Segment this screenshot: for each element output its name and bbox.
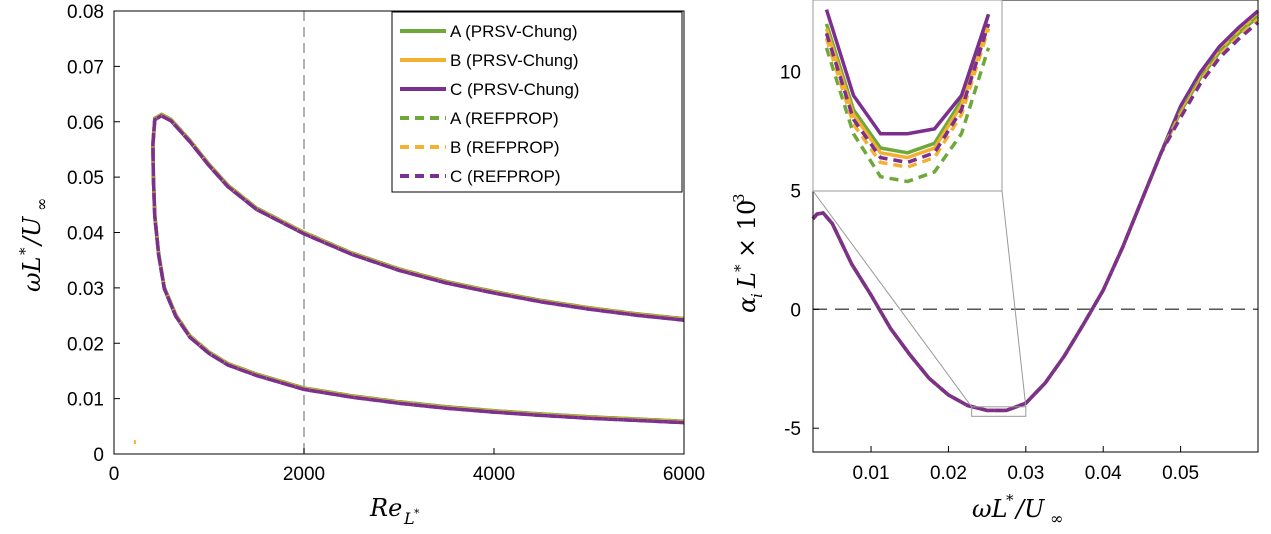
svg-text:*: * — [731, 264, 749, 272]
svg-text:L: L — [733, 272, 761, 289]
y-tick-label: 5 — [790, 181, 801, 202]
legend: A (PRSV-Chung) B (PRSV-Chung) C (PRSV-Chun… — [391, 11, 683, 193]
legend-label: A (REFPROP) — [450, 109, 559, 128]
zoom-inset — [812, 0, 1027, 417]
inset-connector-line — [812, 190, 973, 408]
x-tick-label: 0 — [109, 464, 120, 485]
inset-c-refprop-line — [824, 23, 991, 165]
legend-label: B (REFPROP) — [450, 138, 560, 157]
x-tick-label: 0.01 — [853, 463, 890, 484]
y-tick-label: 0.06 — [67, 113, 104, 134]
legend-label: A (PRSV-Chung) — [450, 22, 578, 41]
legend-label: B (PRSV-Chung) — [450, 51, 579, 70]
svg-text:/U: /U — [1014, 495, 1045, 523]
y-tick-label: 0.08 — [67, 2, 104, 23]
y-tick-label: 0.05 — [67, 168, 104, 189]
y-tick-label: 10 — [780, 62, 801, 83]
svg-text:*: * — [1006, 491, 1014, 509]
svg-text:∞: ∞ — [1050, 509, 1063, 528]
svg-text:L: L — [403, 509, 415, 528]
x-tick-label: 0.05 — [1162, 463, 1199, 484]
legend-label: C (PRSV-Chung) — [450, 80, 579, 99]
right-plot-frame — [812, 0, 1259, 453]
x-tick-label: 0.02 — [930, 463, 967, 484]
y-tick-label: 0 — [790, 300, 801, 321]
x-tick-label: 2000 — [283, 464, 325, 485]
inset-b-refprop-line — [824, 28, 991, 169]
svg-text:α: α — [733, 297, 761, 313]
svg-text:× 10: × 10 — [733, 200, 761, 258]
inset-connector-line — [1001, 190, 1027, 407]
svg-text:ωL: ωL — [972, 495, 1008, 523]
left-y-axis-label: ωL * /U ∞ — [16, 198, 51, 292]
left-neutral-curves — [133, 112, 685, 445]
left-panel: 0 2000 4000 6000 0 0.01 0.02 0.03 0.04 0.05 0.06 0.… — [16, 2, 705, 528]
right-panel: 0.01 0.02 0.03 0.04 0.05 -5 0 5 10 ωL * /U ∞ α i… — [730, 0, 1260, 528]
svg-text:*: * — [414, 507, 420, 520]
inset-c-prsv-chung-line — [824, 9, 991, 136]
svg-text:Re: Re — [369, 494, 402, 522]
y-tick-label: 0.02 — [67, 334, 104, 355]
svg-text:*: * — [16, 247, 34, 255]
svg-text:/U: /U — [18, 216, 46, 247]
x-tick-label: 4000 — [473, 464, 515, 485]
svg-text:3: 3 — [730, 193, 748, 203]
legend-box — [391, 11, 683, 193]
legend-label: C (REFPROP) — [450, 167, 561, 186]
right-y-axis-label: α i L * × 10 3 — [730, 193, 766, 313]
y-tick-label: 0.01 — [67, 390, 104, 411]
x-tick-label: 6000 — [663, 464, 705, 485]
y-tick-label: 0 — [93, 445, 104, 466]
left-ticks: 0 2000 4000 6000 0 0.01 0.02 0.03 0.04 0.05 0.06 0.… — [67, 2, 705, 485]
y-tick-label: 0.03 — [67, 279, 104, 300]
left-x-axis-label: Re L * — [369, 494, 420, 528]
x-tick-label: 0.04 — [1085, 463, 1122, 484]
y-tick-label: 0.07 — [67, 57, 104, 78]
svg-text:∞: ∞ — [32, 198, 51, 211]
right-ticks: 0.01 0.02 0.03 0.04 0.05 -5 0 5 10 — [780, 62, 1199, 484]
svg-text:i: i — [748, 293, 766, 298]
inset-a-refprop-line — [824, 47, 991, 184]
svg-text:ωL: ωL — [18, 256, 46, 292]
x-tick-label: 0.03 — [1007, 463, 1044, 484]
zoom-region-box — [971, 406, 1027, 417]
y-tick-label: 0.04 — [67, 224, 104, 245]
right-x-axis-label: ωL * /U ∞ — [972, 491, 1063, 528]
y-tick-label: -5 — [784, 419, 801, 440]
series-c-refprop-line — [151, 113, 685, 425]
